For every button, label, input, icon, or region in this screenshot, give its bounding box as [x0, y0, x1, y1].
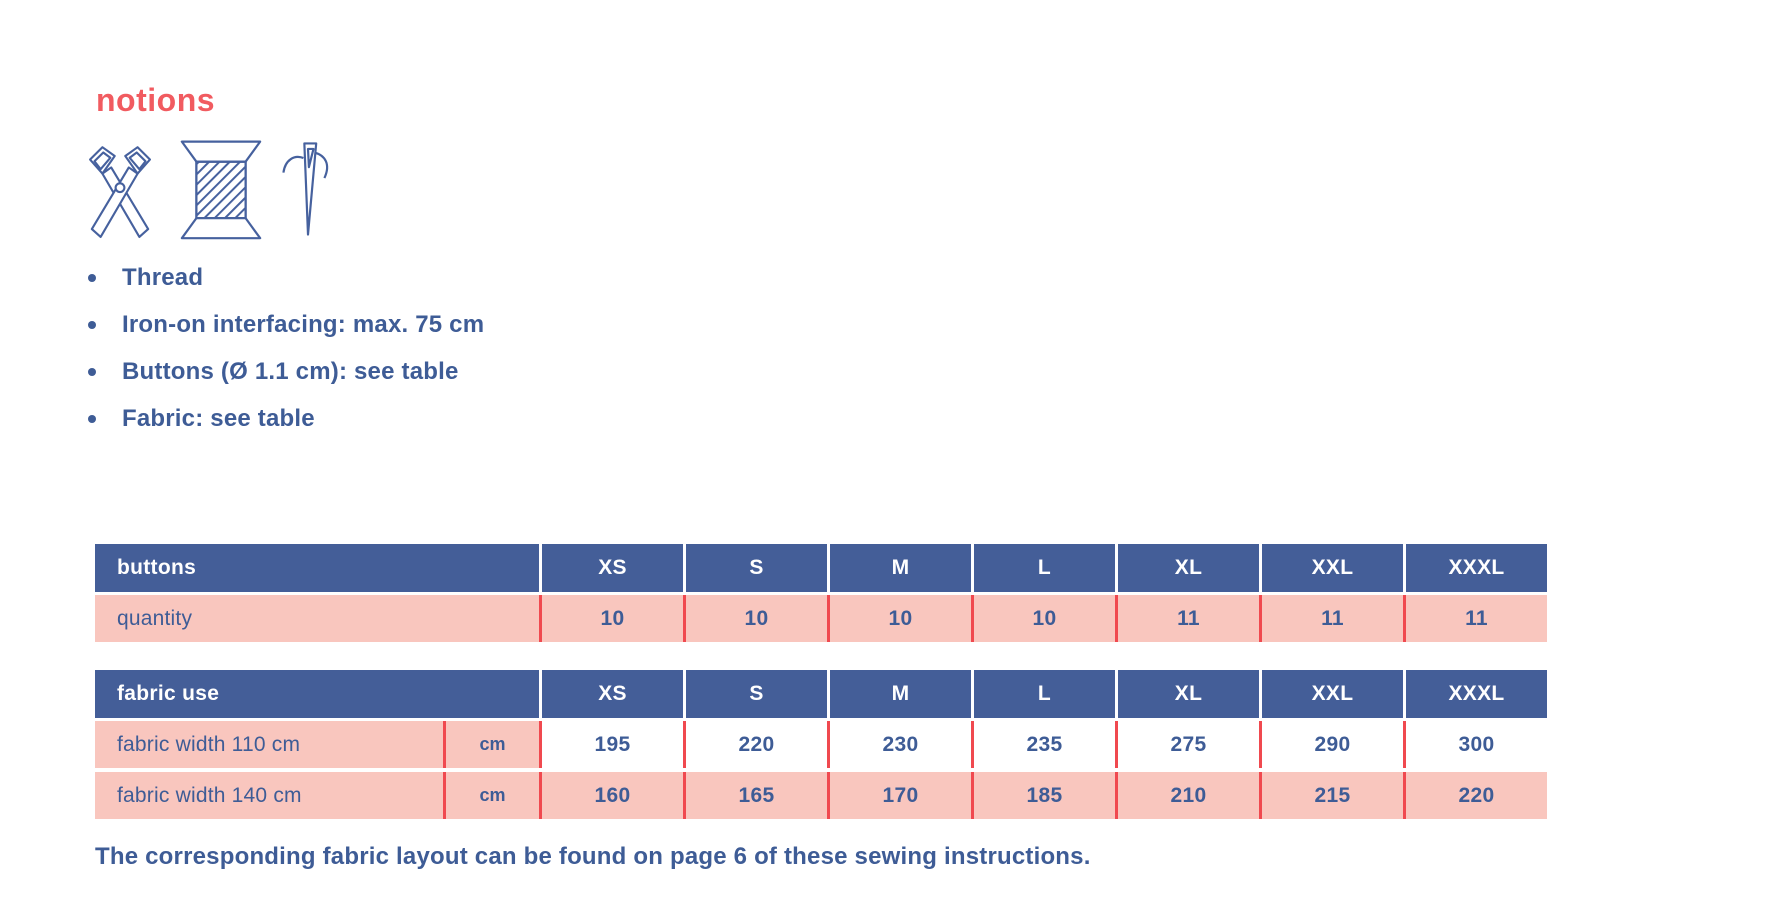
value-cell: 235 — [974, 721, 1115, 768]
list-item: Thread — [88, 264, 484, 291]
value-cell: 11 — [1118, 595, 1259, 642]
value-cell: 11 — [1406, 595, 1547, 642]
size-header-cell: XXXL — [1406, 544, 1547, 592]
size-header-cell: XS — [542, 670, 683, 718]
value-cell: 230 — [830, 721, 971, 768]
fabric-use-table: fabric use XS S M L XL XXL XXXL fabric width 110… — [95, 670, 1547, 819]
value-cell: 275 — [1118, 721, 1259, 768]
buttons-table: buttons XS S M L XL XXL XXXL quantity 10 10 10 10 11 1… — [95, 544, 1547, 642]
value-cell: 165 — [686, 772, 827, 819]
list-item-text: Iron-on interfacing: max. 75 cm — [122, 311, 485, 338]
notions-icons — [76, 138, 338, 240]
footer-note: The corresponding fabric layout can be f… — [95, 843, 1091, 870]
table-row: quantity 10 10 10 10 11 11 11 — [95, 595, 1547, 642]
row-label-cell: fabric width 140 cm — [95, 772, 443, 819]
value-cell: 10 — [542, 595, 683, 642]
value-cell: 300 — [1406, 721, 1547, 768]
size-header-cell: L — [974, 670, 1115, 718]
value-cell: 185 — [974, 772, 1115, 819]
table-row: fabric width 110 cm cm 195 220 230 235 275 290 3… — [95, 721, 1547, 768]
value-cell: 10 — [974, 595, 1115, 642]
list-item: Iron-on interfacing: max. 75 cm — [88, 311, 485, 338]
needle-icon — [278, 138, 338, 240]
scissors-icon — [76, 138, 164, 240]
row-label-cell: fabric width 110 cm — [95, 721, 443, 768]
size-header-cell: XXXL — [1406, 670, 1547, 718]
value-cell: 290 — [1262, 721, 1403, 768]
table-header-row: buttons XS S M L XL XXL XXXL — [95, 544, 1547, 592]
list-item-text: Thread — [122, 264, 204, 291]
value-cell: 10 — [686, 595, 827, 642]
thread-spool-icon — [180, 138, 262, 240]
row-label-cell: quantity — [95, 595, 539, 642]
bullet-dot — [88, 415, 96, 423]
size-header-cell: XL — [1118, 670, 1259, 718]
value-cell: 195 — [542, 721, 683, 768]
unit-cell: cm — [446, 772, 539, 819]
notions-list: Thread Iron-on interfacing: max. 75 cm B… — [88, 264, 485, 454]
value-cell: 220 — [686, 721, 827, 768]
size-header-cell: M — [830, 544, 971, 592]
size-header-cell: XXL — [1262, 670, 1403, 718]
size-header-cell: L — [974, 544, 1115, 592]
table-row: fabric width 140 cm cm 160 165 170 185 210 215 2… — [95, 772, 1547, 819]
value-cell: 10 — [830, 595, 971, 642]
list-item: Fabric: see table — [88, 405, 484, 432]
list-item-text: Buttons (Ø 1.1 cm): see table — [122, 358, 459, 385]
value-cell: 210 — [1118, 772, 1259, 819]
unit-cell: cm — [446, 721, 539, 768]
table-header-label: fabric use — [95, 670, 539, 718]
size-header-cell: M — [830, 670, 971, 718]
size-header-cell: S — [686, 544, 827, 592]
value-cell: 215 — [1262, 772, 1403, 819]
page-title: notions — [96, 82, 216, 118]
value-cell: 220 — [1406, 772, 1547, 819]
size-header-cell: XS — [542, 544, 683, 592]
size-header-cell: XL — [1118, 544, 1259, 592]
table-header-row: fabric use XS S M L XL XXL XXXL — [95, 670, 1547, 718]
list-item-text: Fabric: see table — [122, 405, 315, 432]
bullet-dot — [88, 274, 96, 282]
bullet-dot — [88, 368, 96, 376]
value-cell: 11 — [1262, 595, 1403, 642]
bullet-dot — [88, 321, 96, 329]
value-cell: 170 — [830, 772, 971, 819]
size-header-cell: XXL — [1262, 544, 1403, 592]
size-header-cell: S — [686, 670, 827, 718]
value-cell: 160 — [542, 772, 683, 819]
table-header-label: buttons — [95, 544, 539, 592]
list-item: Buttons (Ø 1.1 cm): see table — [88, 358, 484, 385]
